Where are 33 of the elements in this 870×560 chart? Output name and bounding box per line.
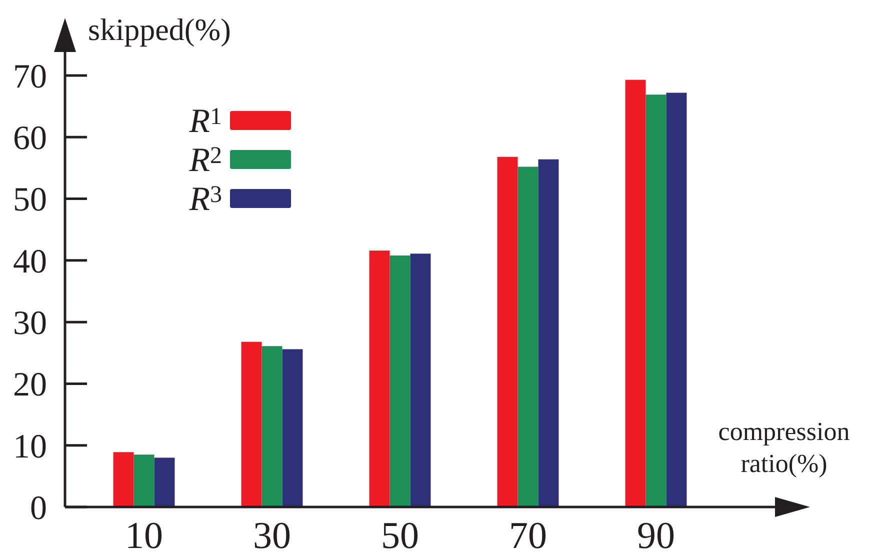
x-tick-label: 10 [125,515,163,557]
y-tick-label: 60 [13,120,47,158]
x-tick-label: 70 [509,515,547,557]
bar [410,254,431,507]
bar [646,94,666,507]
bar [282,349,303,507]
bar [241,342,262,507]
bar [497,156,518,507]
y-axis-title: skipped(%) [88,12,231,47]
bar [518,166,538,507]
y-tick-label: 40 [13,243,47,280]
y-tick-label: 30 [13,304,47,342]
y-tick-label: 50 [13,182,47,219]
legend-label: R$^{1}$ [188,103,222,140]
bar [154,458,175,507]
bar [134,454,154,507]
x-axis-title: compression ratio(%) [718,417,850,478]
bar [390,255,410,507]
y-tick-label: 0 [30,490,47,527]
bar [369,250,390,507]
legend-label: R$^{3}$ [188,181,222,218]
y-tick-label: 70 [13,58,47,96]
x-tick-label: 90 [637,515,675,557]
x-tick-label: 50 [381,515,419,557]
bar [113,452,134,507]
bar [538,159,559,507]
y-tick-label: 20 [13,366,47,404]
y-tick-label: 10 [13,428,47,466]
bar [625,80,646,507]
legend-label: R$^{2}$ [188,142,222,179]
x-tick-label: 30 [253,515,291,557]
bar [666,92,687,507]
bar [262,346,282,507]
